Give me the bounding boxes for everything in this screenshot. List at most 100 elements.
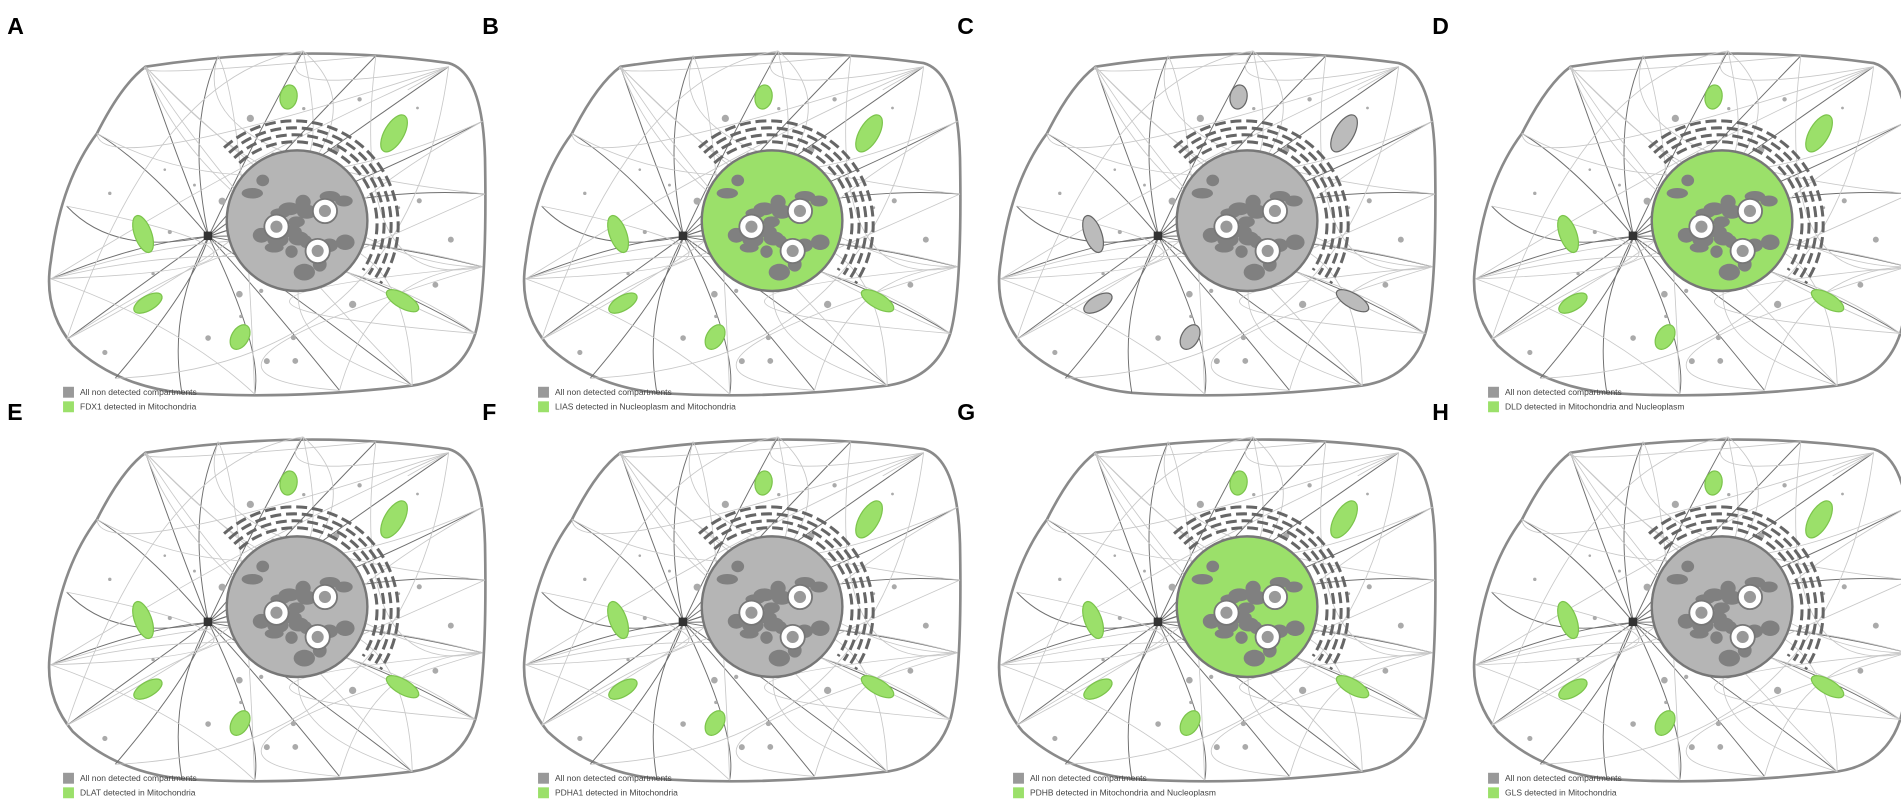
mitochondrion xyxy=(607,600,630,640)
vesicle xyxy=(259,288,264,294)
vesicle xyxy=(721,114,729,123)
filament xyxy=(1491,622,1634,726)
legend-text: All non detected compartments xyxy=(80,387,197,397)
chromatin xyxy=(285,631,298,644)
nucleolus-core xyxy=(1695,606,1708,619)
vesicle xyxy=(1213,358,1220,365)
chromatin xyxy=(768,263,790,281)
vesicle xyxy=(1661,676,1668,684)
vesicle xyxy=(1209,674,1214,680)
mitochondrion xyxy=(704,710,726,736)
filament xyxy=(1064,622,1160,765)
filament xyxy=(1239,652,1433,720)
chromatin xyxy=(1666,187,1688,199)
legend-swatch xyxy=(63,772,74,784)
filament xyxy=(114,236,210,379)
chromatin xyxy=(1285,620,1305,637)
vesicle xyxy=(1240,334,1247,341)
filament xyxy=(213,55,486,195)
vesicle xyxy=(167,615,172,621)
filament xyxy=(1521,132,1634,237)
vesicle xyxy=(218,197,226,205)
vesicle xyxy=(102,349,108,356)
chromatin xyxy=(1760,234,1780,251)
filament xyxy=(590,452,925,765)
chromatin xyxy=(335,195,353,207)
er xyxy=(233,519,386,662)
vesicle xyxy=(1671,114,1679,123)
chromatin xyxy=(285,245,298,258)
vesicle xyxy=(416,198,422,204)
nucleolus-core xyxy=(318,204,332,218)
chromatin xyxy=(264,242,284,253)
vesicle xyxy=(638,554,642,557)
vesicle xyxy=(1213,744,1220,751)
vesicle xyxy=(236,676,243,684)
panel-label: C xyxy=(957,13,974,39)
er xyxy=(703,126,868,280)
filament xyxy=(289,652,483,720)
vesicle xyxy=(1618,183,1621,187)
vesicle xyxy=(583,191,587,196)
chromatin xyxy=(810,581,828,593)
panel-label: E xyxy=(7,399,22,425)
nucleolus-core xyxy=(793,204,807,218)
filament xyxy=(50,664,255,781)
mitochondrion xyxy=(229,324,251,350)
filament xyxy=(769,50,924,81)
filament xyxy=(882,66,924,91)
vesicle xyxy=(1841,492,1844,496)
mitochondrion xyxy=(855,114,883,153)
legend-text: DLAT detected in Mitochondria xyxy=(80,788,196,798)
filament xyxy=(571,518,684,623)
filament xyxy=(1623,441,1644,623)
vesicle xyxy=(1688,744,1695,751)
panel: D All non detected compartments DLD detect… xyxy=(1432,13,1901,413)
vesicle xyxy=(1298,300,1307,309)
vesicle xyxy=(907,667,914,674)
mitochondrion xyxy=(279,84,298,110)
filament xyxy=(96,518,209,623)
mitochondrion xyxy=(754,84,773,110)
panel: G All non detected compartments PDHB detec… xyxy=(957,399,1437,799)
filament xyxy=(145,452,210,623)
chromatin xyxy=(1689,242,1709,253)
vesicle xyxy=(447,622,454,629)
vesicle xyxy=(693,583,701,591)
filament xyxy=(1570,452,1635,623)
filament xyxy=(50,278,255,395)
mitochondrion xyxy=(1704,470,1723,496)
filament xyxy=(1148,55,1169,237)
filament xyxy=(1148,441,1169,623)
legend-swatch xyxy=(538,386,549,398)
filament xyxy=(1540,452,1875,765)
vesicle xyxy=(1168,197,1176,205)
er xyxy=(1658,133,1811,276)
filament xyxy=(1167,441,1206,781)
chromatin xyxy=(1214,628,1234,639)
chromatin xyxy=(1710,245,1723,258)
vesicle xyxy=(1186,290,1193,298)
vesicle xyxy=(765,334,772,341)
chromatin xyxy=(1760,581,1778,593)
chromatin xyxy=(241,187,263,199)
vesicle xyxy=(193,183,196,187)
filament xyxy=(1602,236,1634,393)
vesicle xyxy=(302,492,306,497)
vesicle xyxy=(1664,700,1668,705)
vesicle xyxy=(823,686,832,695)
vesicle xyxy=(205,335,211,341)
filament xyxy=(1046,518,1159,623)
filament xyxy=(1016,622,1159,726)
filament xyxy=(618,55,851,72)
vesicle xyxy=(668,569,671,573)
chromatin xyxy=(1718,263,1740,281)
vesicle xyxy=(1717,358,1724,364)
filament xyxy=(589,236,685,379)
vesicle xyxy=(767,744,774,750)
vesicle xyxy=(205,721,211,727)
chromatin xyxy=(288,216,305,228)
chromatin xyxy=(1191,187,1213,199)
legend-text: PDHB detected in Mitochondria and Nucleo… xyxy=(1030,788,1216,798)
vesicle xyxy=(193,569,196,573)
